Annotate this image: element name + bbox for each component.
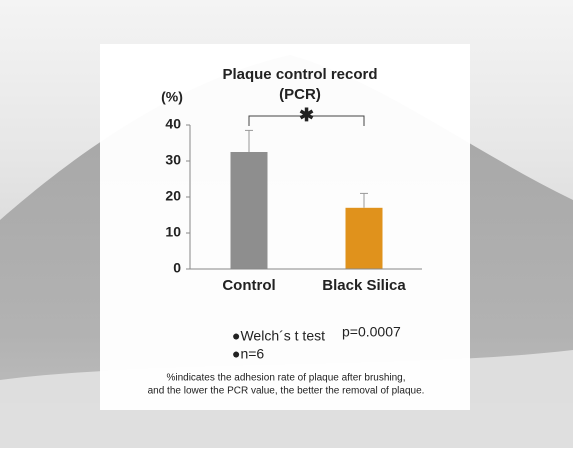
note: ●n=6 (232, 346, 264, 362)
y-tick-label: 40 (165, 116, 181, 132)
chart: Plaque control record (PCR) (%) ●Welch´s… (148, 66, 425, 397)
bar (345, 207, 383, 269)
significance-marker: ✱ (299, 105, 314, 125)
chart-title: (PCR) (279, 86, 321, 103)
y-tick-label: 20 (165, 188, 181, 204)
footnote: %indicates the adhesion rate of plaque a… (166, 373, 405, 384)
note: ●Welch´s t test (232, 328, 325, 344)
x-tick-label: Control (222, 277, 275, 294)
bar (230, 152, 268, 269)
significance-bracket (248, 115, 365, 126)
y-tick-label: 10 (165, 224, 181, 240)
footnote: and the lower the PCR value, the better … (148, 386, 425, 397)
y-tick-label: 0 (173, 260, 181, 276)
chart-panel (100, 44, 470, 410)
x-tick-label: Black Silica (322, 277, 406, 294)
p-value: p=0.0007 (342, 324, 401, 340)
y-axis-label: (%) (161, 89, 183, 105)
y-tick-label: 30 (165, 152, 181, 168)
chart-title: Plaque control record (222, 66, 377, 83)
